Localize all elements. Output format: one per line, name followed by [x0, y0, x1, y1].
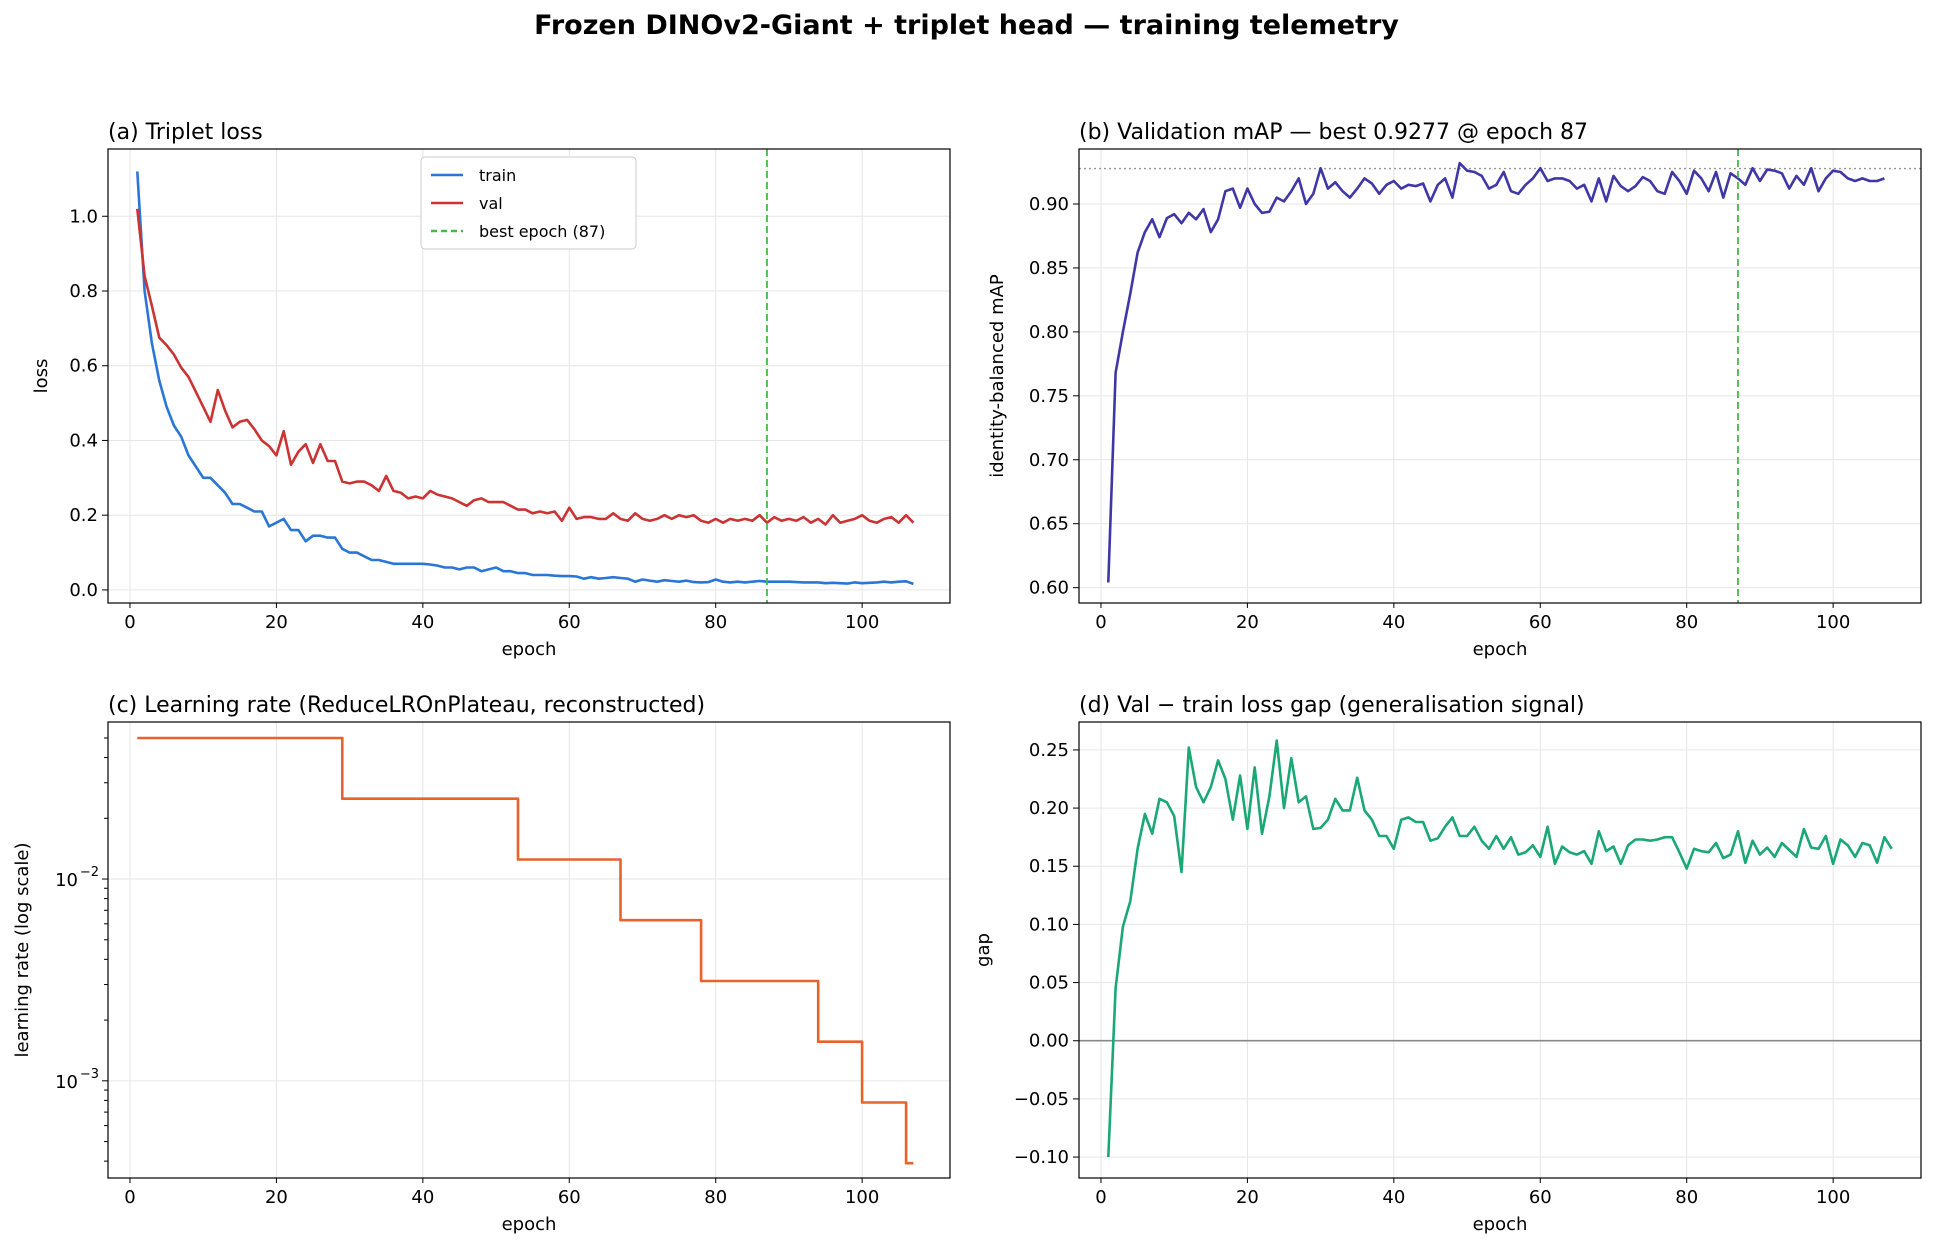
series-line-val — [136, 208, 915, 526]
panel-title: (d) Val − train loss gap (generalisation… — [1079, 693, 1585, 718]
series-line-d-0 — [1107, 739, 1893, 1158]
x-tick-label: 60 — [558, 612, 581, 633]
x-tick-label: 80 — [704, 612, 727, 633]
figure-title: Frozen DINOv2-Giant + triplet head — tra… — [534, 10, 1399, 41]
x-tick-label: 20 — [265, 1187, 288, 1208]
axes-frame — [107, 148, 951, 604]
y-tick-label: 0.6 — [69, 356, 98, 377]
legend-label: best epoch (87) — [479, 222, 605, 241]
x-tick-label: 0 — [124, 1187, 135, 1208]
x-tick-label: 20 — [1236, 1187, 1259, 1208]
y-axis-label: loss — [31, 359, 52, 394]
axes-frame — [107, 721, 951, 1179]
x-tick-label: 0 — [124, 612, 135, 633]
y-tick-label-exponent: −3 — [80, 1067, 99, 1082]
y-tick-label: 0.10 — [1029, 914, 1069, 935]
x-tick-label: 40 — [411, 612, 434, 633]
x-axis-label: epoch — [1473, 1214, 1528, 1235]
y-tick-label: −0.10 — [1014, 1147, 1069, 1168]
y-tick-label: 0.8 — [69, 281, 98, 302]
x-tick-label: 80 — [704, 1187, 727, 1208]
y-tick-label: 0.25 — [1029, 740, 1069, 761]
y-tick-label: 10 — [55, 1072, 78, 1093]
x-tick-label: 100 — [1816, 612, 1850, 633]
y-tick-label: 0.70 — [1029, 450, 1069, 471]
y-tick-label-exponent: −2 — [80, 865, 99, 880]
y-axis-label: identity-balanced mAP — [987, 274, 1008, 478]
panel-title: (c) Learning rate (ReduceLROnPlateau, re… — [108, 693, 705, 718]
x-tick-label: 60 — [1529, 612, 1552, 633]
legend-label: train — [479, 166, 516, 185]
y-tick-label: 0.65 — [1029, 514, 1069, 535]
x-tick-label: 100 — [1816, 1187, 1850, 1208]
series-line-c-0 — [137, 736, 914, 1165]
axes-frame — [1078, 721, 1922, 1179]
y-tick-label: 0.90 — [1029, 194, 1069, 215]
panel-title: (a) Triplet loss — [108, 120, 263, 145]
x-tick-label: 100 — [845, 612, 879, 633]
y-tick-label: 0.60 — [1029, 578, 1069, 599]
series-line-b-0 — [1107, 161, 1885, 583]
y-tick-label: 0.2 — [69, 505, 98, 526]
panel-d: 0 20 40 60 80 100 −0.10 −0.05 0.00 0.05 0.10 0.15 0.… — [973, 693, 1922, 1235]
legend: train val best epoch (87) — [420, 156, 637, 250]
x-tick-label: 100 — [845, 1187, 879, 1208]
x-tick-label: 80 — [1675, 612, 1698, 633]
axes-frame — [1078, 148, 1922, 604]
y-tick-label: 0.00 — [1029, 1031, 1069, 1052]
legend-box — [420, 156, 637, 250]
x-tick-label: 40 — [1382, 612, 1405, 633]
x-tick-label: 20 — [1236, 612, 1259, 633]
y-tick-label: 0.75 — [1029, 386, 1069, 407]
x-tick-label: 40 — [411, 1187, 434, 1208]
y-axis-label: gap — [973, 933, 994, 967]
y-tick-label: 0.05 — [1029, 973, 1069, 994]
x-tick-label: 80 — [1675, 1187, 1698, 1208]
x-axis-label: epoch — [1473, 639, 1528, 660]
y-tick-label: 10 — [55, 870, 78, 891]
y-tick-label: 0.85 — [1029, 258, 1069, 279]
y-tick-label: −0.05 — [1014, 1089, 1069, 1110]
panel-a: 0 20 40 60 80 100 0.0 0.2 0.4 0.6 0.8 1.0 (a) Triple… — [31, 120, 951, 660]
x-tick-label: 20 — [265, 612, 288, 633]
panel-b: 0 20 40 60 80 100 0.60 0.65 0.70 0.75 0.80 0.85 0.90… — [987, 120, 1922, 660]
y-axis-label: learning rate (log scale) — [12, 842, 33, 1057]
y-tick-label: 0.15 — [1029, 856, 1069, 877]
panel-title: (b) Validation mAP — best 0.9277 @ epoch… — [1079, 120, 1588, 145]
x-tick-label: 40 — [1382, 1187, 1405, 1208]
legend-label: val — [479, 194, 503, 213]
x-tick-label: 60 — [1529, 1187, 1552, 1208]
x-axis-label: epoch — [502, 639, 557, 660]
x-tick-label: 0 — [1095, 1187, 1106, 1208]
x-tick-label: 60 — [558, 1187, 581, 1208]
x-axis-label: epoch — [502, 1214, 557, 1235]
y-tick-label: 0.0 — [69, 580, 98, 601]
series-line-train — [136, 171, 914, 586]
y-tick-label: 0.80 — [1029, 322, 1069, 343]
x-tick-label: 0 — [1095, 612, 1106, 633]
y-tick-label: 0.20 — [1029, 798, 1069, 819]
y-tick-label: 1.0 — [69, 206, 98, 227]
y-tick-label: 0.4 — [69, 430, 98, 451]
